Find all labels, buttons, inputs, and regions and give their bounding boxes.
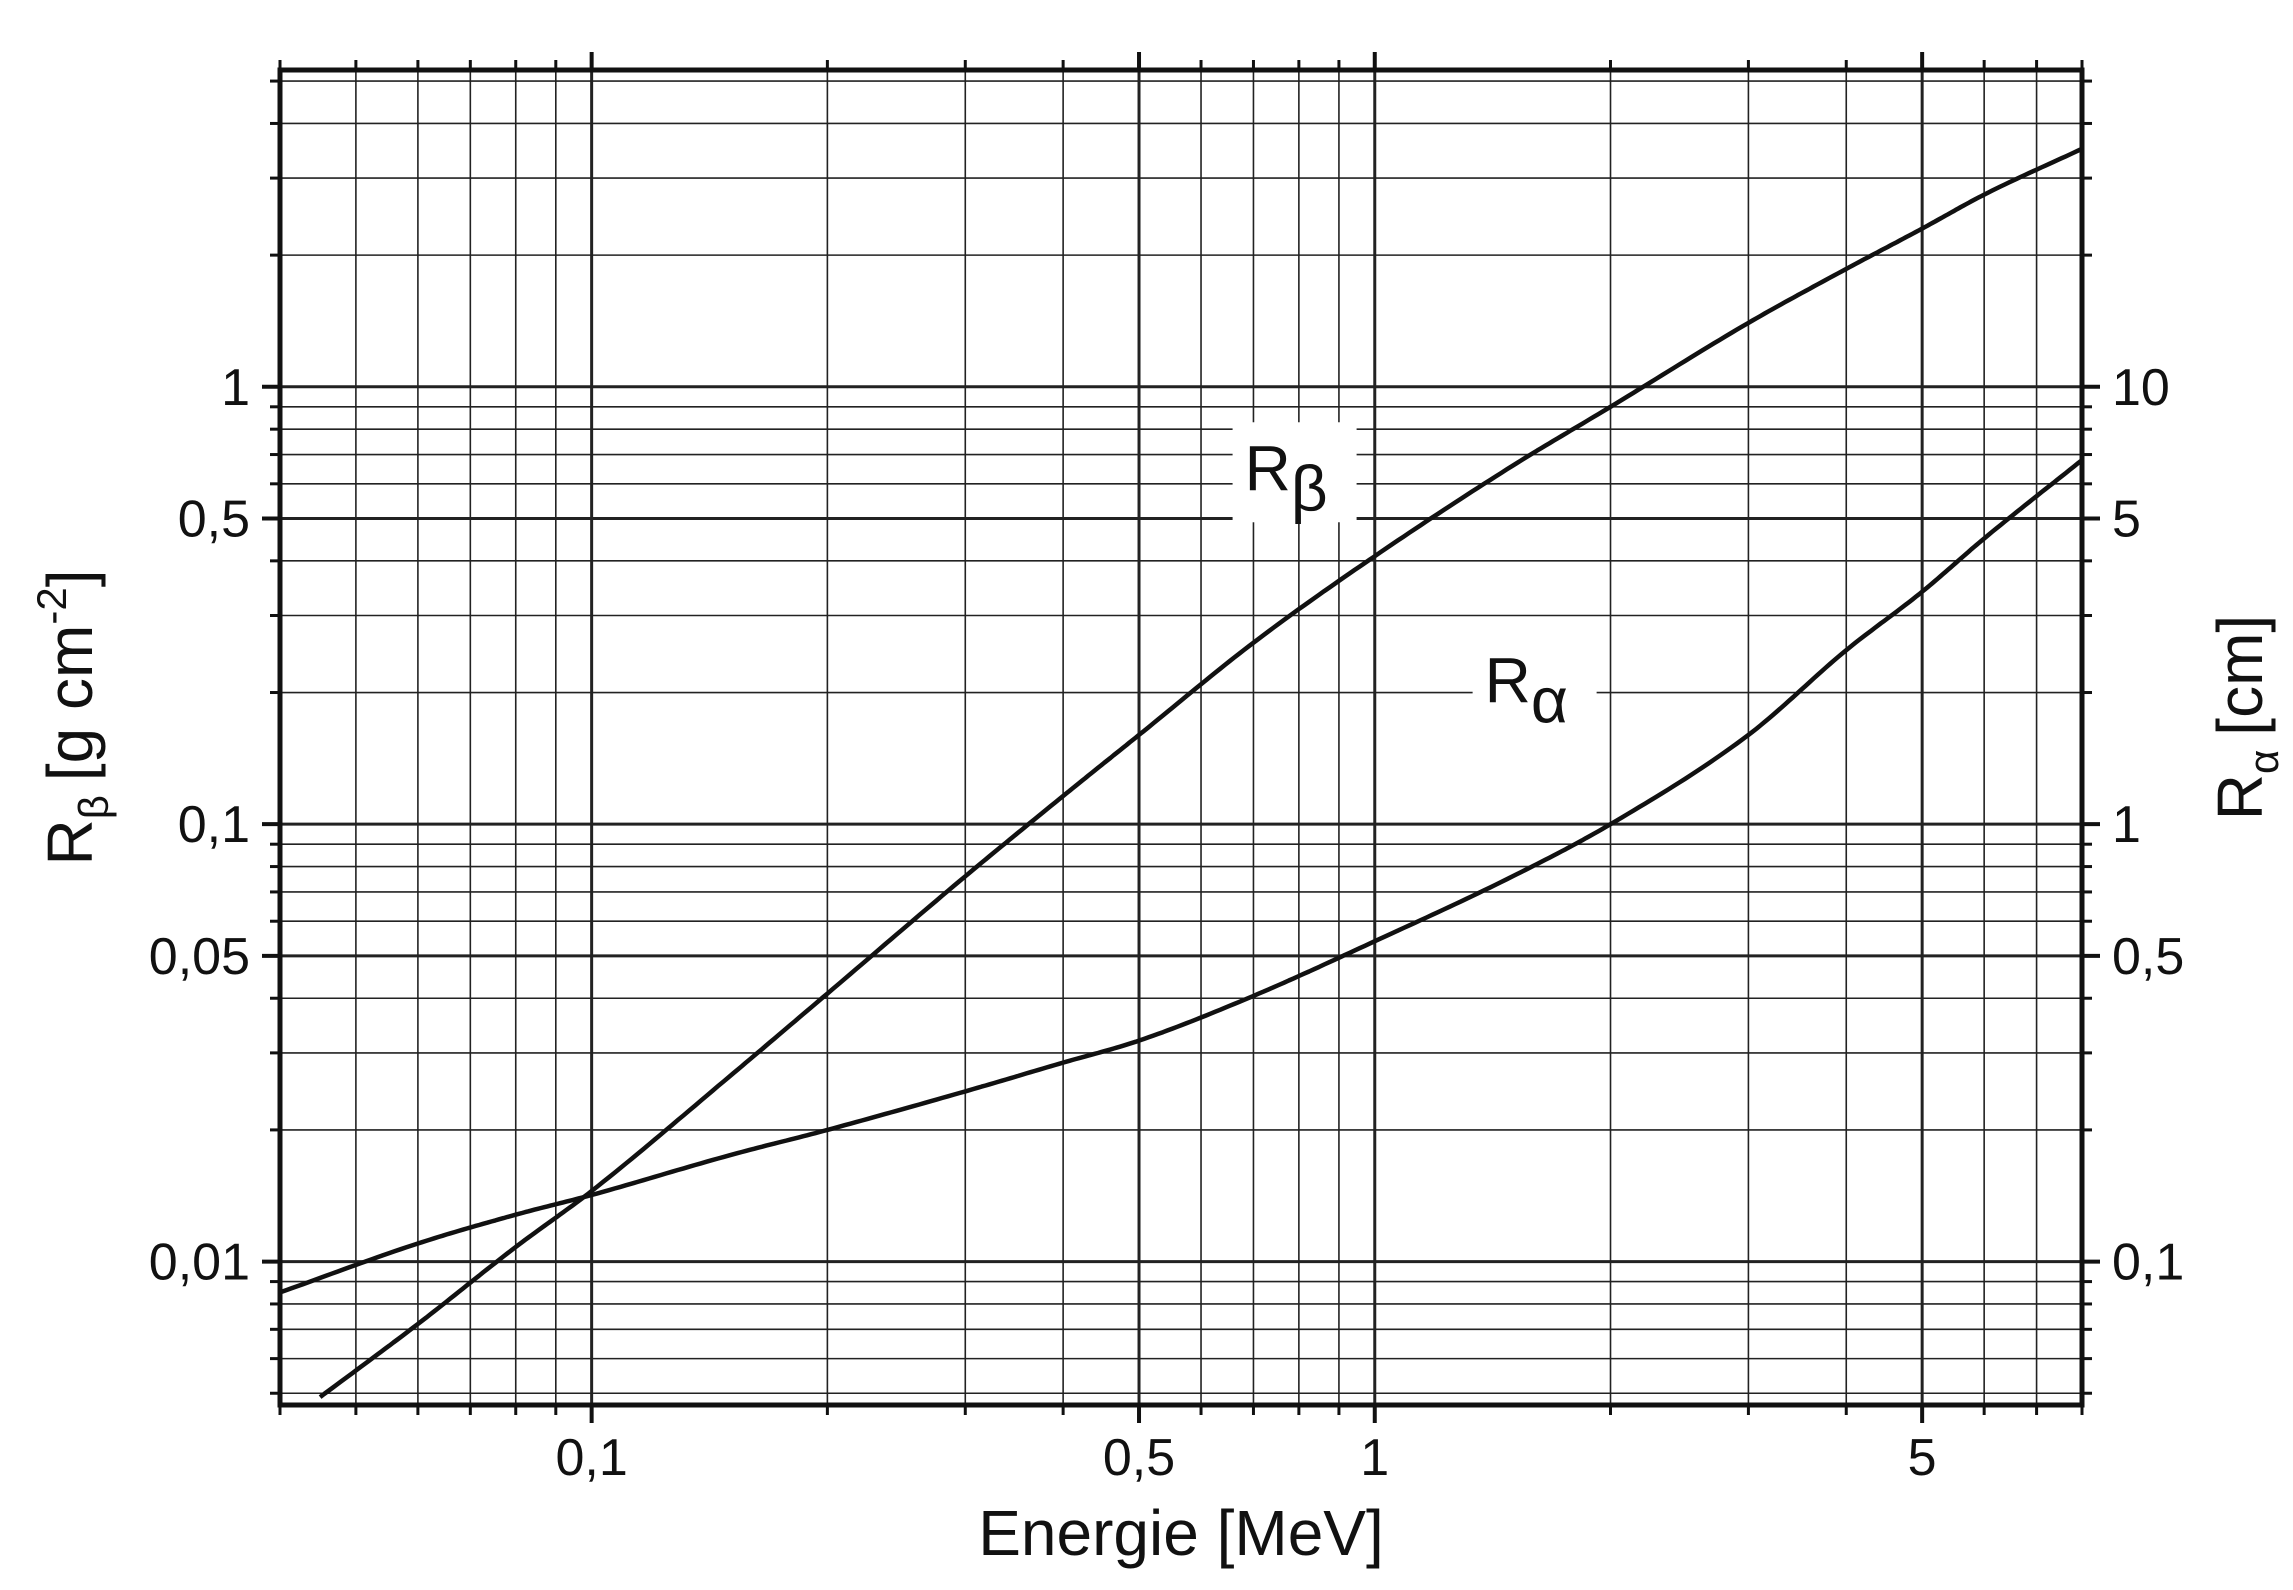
series-layer <box>280 146 2082 1399</box>
y-right-title-unit: [cm] <box>2204 615 2276 736</box>
labels-layer: 0,1 0,5 1 5 0,01 0,05 0,1 0,5 1 0,1 0,5 1 5 10 Energie… <box>28 359 2287 1569</box>
y-right-tick-label: 1 <box>2112 796 2141 854</box>
y-right-tick-label: 0,5 <box>2112 928 2184 986</box>
plot-frame <box>277 67 2085 1408</box>
curve-label-subscript: β <box>1291 452 1328 524</box>
curve-label-base: R <box>1245 432 1291 504</box>
y-left-title-exponent: -2 <box>28 587 75 624</box>
y-right-tick-label: 10 <box>2112 359 2170 417</box>
x-tick-label: 1 <box>1360 1429 1389 1487</box>
y-left-tick-label: 0,05 <box>149 928 250 986</box>
series-line-r-alpha <box>280 458 2082 1295</box>
y-left-title-subscript: β <box>70 795 117 819</box>
x-tick-label: 0,5 <box>1103 1429 1175 1487</box>
curve-label-r-alpha: Rα <box>1485 644 1568 736</box>
curve-label-r-beta: Rβ <box>1245 432 1328 524</box>
y-left-axis-title: Rβ [g cm-2] <box>28 570 117 866</box>
minor-grid <box>280 70 2082 1405</box>
x-tick-label: 0,1 <box>555 1429 627 1487</box>
y-left-tick-label: 0,1 <box>178 796 250 854</box>
y-right-title-base: R <box>2204 774 2276 820</box>
x-tick-label: 5 <box>1908 1429 1937 1487</box>
y-right-title-subscript: α <box>2240 750 2287 774</box>
curve-label-background-r-beta <box>1232 422 1357 523</box>
curve-label-background-r-alpha <box>1472 634 1597 735</box>
y-right-axis-title: Rα [cm] <box>2204 615 2287 820</box>
y-left-title-close: ] <box>34 570 106 588</box>
curve-label-base: R <box>1485 644 1531 716</box>
series-line-r-beta <box>318 146 2082 1399</box>
y-left-tick-label: 1 <box>221 359 250 417</box>
major-grid <box>280 70 2082 1405</box>
curve-label-subscript: α <box>1531 664 1568 736</box>
y-right-tick-label: 0,1 <box>2112 1234 2184 1292</box>
y-left-tick-label: 0,01 <box>149 1234 250 1292</box>
y-left-title-unit: [g cm <box>34 625 106 781</box>
y-right-tick-label: 5 <box>2112 490 2141 548</box>
y-left-tick-label: 0,5 <box>178 490 250 548</box>
y-left-title-base: R <box>34 819 106 865</box>
plot-frame-layer <box>277 67 2085 1408</box>
x-axis-title: Energie [MeV] <box>978 1497 1384 1569</box>
